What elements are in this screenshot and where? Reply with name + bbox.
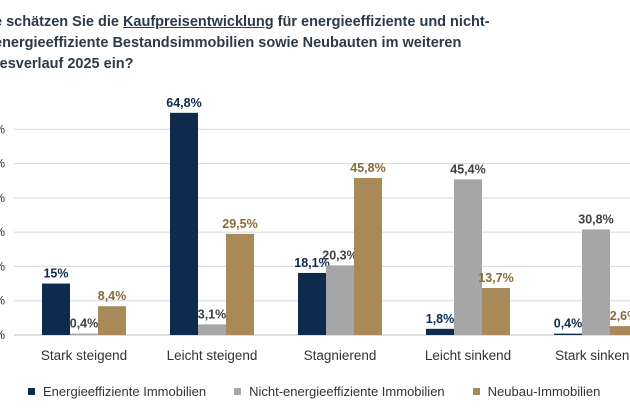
- category-label: Leicht sinkend: [425, 348, 511, 363]
- legend-label: Neubau-Immobilien: [487, 384, 601, 399]
- data-label: 45,4%: [450, 162, 485, 176]
- legend-swatch: [28, 388, 35, 395]
- data-label: 2,6%: [610, 309, 630, 323]
- category-label: Stark steigend: [41, 348, 127, 363]
- category-label: Leicht steigend: [167, 348, 258, 363]
- data-label: 1,8%: [426, 312, 455, 326]
- data-label: 20,3%: [322, 248, 357, 262]
- bar: [610, 326, 630, 335]
- bar: [582, 229, 610, 335]
- legend-item: Neubau-Immobilien: [472, 384, 601, 399]
- legend-swatch: [234, 388, 242, 395]
- y-tick-label: %: [0, 122, 5, 136]
- category-label: Stagnierend: [304, 348, 377, 363]
- y-tick-label: %: [0, 191, 5, 205]
- data-label: 30,8%: [578, 212, 613, 226]
- data-label: 3,1%: [198, 307, 227, 321]
- y-tick-label: %: [0, 225, 5, 239]
- legend-swatch: [472, 388, 480, 395]
- bar: [426, 328, 454, 335]
- bar: [454, 179, 482, 335]
- y-tick-label: %: [0, 259, 5, 273]
- bar: [198, 324, 226, 335]
- bar: [226, 233, 254, 335]
- category-label: Stark sinkend: [555, 348, 630, 363]
- y-tick-label: %: [0, 328, 5, 342]
- data-label: 0,4%: [70, 317, 99, 331]
- data-label: 29,5%: [222, 217, 257, 231]
- data-label: 13,7%: [478, 271, 513, 285]
- legend-item: Nicht-energieeffiziente Immobilien: [234, 384, 445, 399]
- bar: [554, 333, 582, 335]
- y-tick-label: %: [0, 294, 5, 308]
- bar: [70, 333, 98, 335]
- bar: [482, 288, 510, 335]
- title-line1-pre: e schätzen Sie die: [0, 14, 123, 30]
- chart-title: e schätzen Sie die Kaufpreisentwicklung …: [0, 12, 594, 75]
- data-label: 8,4%: [98, 289, 127, 303]
- bar: [354, 177, 382, 335]
- data-label: 15%: [43, 267, 68, 281]
- legend-item: Energieeffiziente Immobilien: [28, 384, 206, 399]
- bar: [298, 272, 326, 335]
- legend-label: Energieeffiziente Immobilien: [43, 384, 207, 399]
- bar: [170, 112, 198, 335]
- chart-legend: Energieeffiziente Immobilien Nicht-energi…: [28, 384, 600, 399]
- title-underlined-term: Kaufpreisentwicklung: [122, 14, 274, 30]
- data-label: 45,8%: [350, 161, 385, 175]
- title-line1-post: für energieeffiziente und nicht-: [273, 14, 490, 30]
- title-line3: resverlauf 2025 ein?: [0, 56, 134, 72]
- data-label: 18,1%: [294, 256, 329, 270]
- bar: [326, 265, 354, 335]
- bar: [42, 283, 70, 335]
- y-tick-label: %: [0, 157, 5, 171]
- legend-label: Nicht-energieeffiziente Immobilien: [249, 384, 445, 399]
- data-label: 0,4%: [554, 317, 583, 331]
- title-line2: energieeffiziente Bestandsimmobilien sow…: [0, 35, 462, 51]
- bar: [98, 306, 126, 335]
- data-label: 64,8%: [166, 96, 201, 110]
